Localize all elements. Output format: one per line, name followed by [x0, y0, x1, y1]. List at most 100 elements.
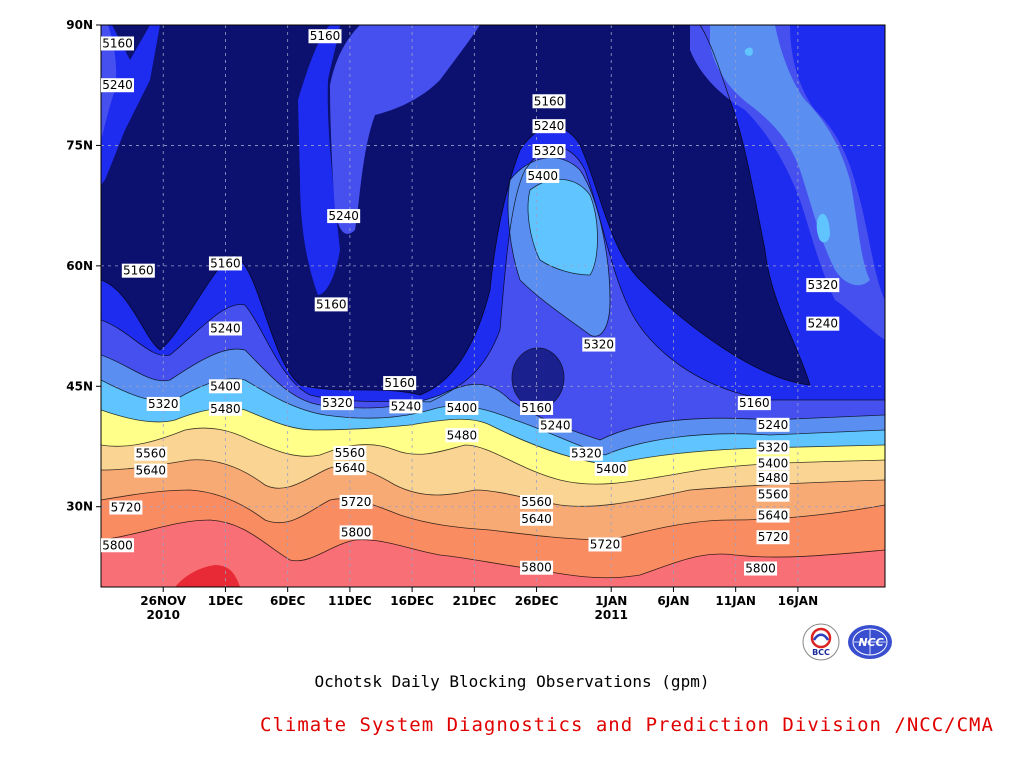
contour-label-bg-18 — [333, 445, 367, 460]
contour-label-text-16: 5160 — [384, 376, 415, 390]
contour-label-bg-30 — [588, 537, 622, 552]
contour-label-bg-16 — [383, 376, 417, 391]
contour-label-text-41: 5480 — [758, 471, 789, 485]
contour-label-bg-43 — [756, 508, 790, 523]
contour-label-13: 5240 — [327, 209, 361, 224]
contour-label-text-25: 5240 — [540, 419, 571, 433]
contour-label-bg-13 — [327, 209, 361, 224]
contour-label-bg-31 — [520, 560, 554, 575]
contour-label-text-24: 5160 — [521, 401, 552, 415]
contour-label-28: 5560 — [520, 494, 554, 509]
contour-label-bg-24 — [520, 400, 554, 415]
contour-label-text-5: 5400 — [210, 379, 241, 393]
contour-label-8: 5560 — [134, 446, 168, 461]
contour-label-bg-44 — [756, 530, 790, 545]
contour-label-23: 5480 — [445, 428, 479, 443]
contour-label-text-27: 5400 — [596, 462, 627, 476]
contour-label-text-21: 5800 — [341, 525, 372, 539]
bcc-logo: BCC — [802, 623, 840, 661]
contour-label-bg-19 — [333, 461, 367, 476]
contour-label-41: 5480 — [756, 470, 790, 485]
contour-label-text-30: 5720 — [590, 537, 621, 551]
contour-label-text-1: 5240 — [102, 78, 133, 92]
contour-label-39: 5320 — [756, 440, 790, 455]
contour-label-25: 5240 — [538, 418, 572, 433]
contour-label-text-3: 5160 — [210, 256, 241, 270]
contour-label-12: 5160 — [308, 29, 342, 44]
y-tick-label-0: 90N — [66, 18, 93, 32]
contour-label-bg-29 — [520, 511, 554, 526]
x-tick-label-0: 26NOV — [140, 594, 187, 608]
contour-label-text-4: 5240 — [210, 321, 241, 335]
contour-label-text-31: 5800 — [521, 561, 552, 575]
contour-fill-layer — [101, 25, 885, 587]
contour-label-27: 5400 — [594, 461, 628, 476]
contour-label-31: 5800 — [520, 560, 554, 575]
contour-label-text-19: 5640 — [335, 461, 366, 475]
x-tick-year-7: 2011 — [595, 608, 628, 622]
contour-label-bg-38 — [756, 417, 790, 432]
contour-label-18: 5560 — [333, 445, 367, 460]
contour-label-bg-40 — [756, 456, 790, 471]
x-tick-label-9: 11JAN — [715, 594, 756, 608]
x-tick-label-1: 1DEC — [208, 594, 244, 608]
y-tick-label-4: 30N — [66, 500, 93, 514]
contour-label-0: 5160 — [101, 36, 134, 51]
contour-label-bg-42 — [756, 487, 790, 502]
contour-label-bg-35 — [526, 168, 560, 183]
logo-group: BCC NCC — [802, 622, 894, 662]
contour-label-40: 5400 — [756, 456, 790, 471]
contour-label-16: 5160 — [383, 376, 417, 391]
contour-label-30: 5720 — [588, 537, 622, 552]
contour-label-44: 5720 — [756, 530, 790, 545]
contour-label-bg-17 — [389, 399, 423, 414]
contour-label-22: 5400 — [445, 400, 479, 415]
x-tick-year-0: 2010 — [147, 608, 180, 622]
contour-label-bg-33 — [532, 119, 566, 134]
contour-label-text-10: 5720 — [111, 501, 142, 515]
contour-label-text-36: 5320 — [584, 338, 615, 352]
contour-label-text-46: 5320 — [808, 278, 839, 292]
contour-label-text-14: 5160 — [316, 297, 347, 311]
contour-label-bg-32 — [532, 94, 566, 109]
x-tick-label-6: 26DEC — [515, 594, 559, 608]
contour-label-bg-20 — [339, 494, 373, 509]
contour-label-text-44: 5720 — [758, 530, 789, 544]
contour-label-bg-39 — [756, 440, 790, 455]
contour-label-bg-0 — [101, 36, 134, 51]
x-tick-label-10: 16JAN — [778, 594, 819, 608]
y-tick-label-1: 75N — [66, 138, 93, 152]
contour-label-text-7: 5320 — [148, 397, 179, 411]
svg-text:BCC: BCC — [812, 648, 830, 657]
contour-label-43: 5640 — [756, 508, 790, 523]
contour-label-3: 5160 — [208, 256, 242, 271]
contour-label-text-37: 5160 — [739, 396, 770, 410]
contour-label-bg-12 — [308, 29, 342, 44]
contour-label-text-12: 5160 — [310, 29, 341, 43]
y-tick-label-3: 45N — [66, 379, 93, 393]
contour-label-text-17: 5240 — [391, 399, 422, 413]
contour-label-9: 5640 — [134, 463, 168, 478]
contour-label-bg-7 — [146, 396, 180, 411]
contour-label-5: 5400 — [208, 379, 242, 394]
band-5800-5880 — [101, 520, 885, 587]
contour-label-bg-2 — [121, 263, 155, 278]
contour-label-bg-37 — [737, 396, 771, 411]
contour-labels: 5160524051605160524054005480532055605640… — [101, 29, 840, 576]
contour-label-bg-6 — [208, 401, 242, 416]
contour-label-text-20: 5720 — [341, 495, 372, 509]
contour-label-bg-9 — [134, 463, 168, 478]
contour-label-24: 5160 — [520, 400, 554, 415]
contour-label-11: 5800 — [101, 538, 134, 553]
x-tick-label-4: 16DEC — [390, 594, 434, 608]
contour-label-38: 5240 — [756, 417, 790, 432]
contour-label-19: 5640 — [333, 461, 367, 476]
contour-label-text-43: 5640 — [758, 509, 789, 523]
contour-label-6: 5480 — [208, 401, 242, 416]
contour-label-text-42: 5560 — [758, 488, 789, 502]
contour-label-35: 5400 — [526, 168, 560, 183]
contour-label-text-34: 5320 — [534, 144, 565, 158]
contour-label-34: 5320 — [532, 144, 566, 159]
contour-label-bg-15 — [320, 396, 354, 411]
